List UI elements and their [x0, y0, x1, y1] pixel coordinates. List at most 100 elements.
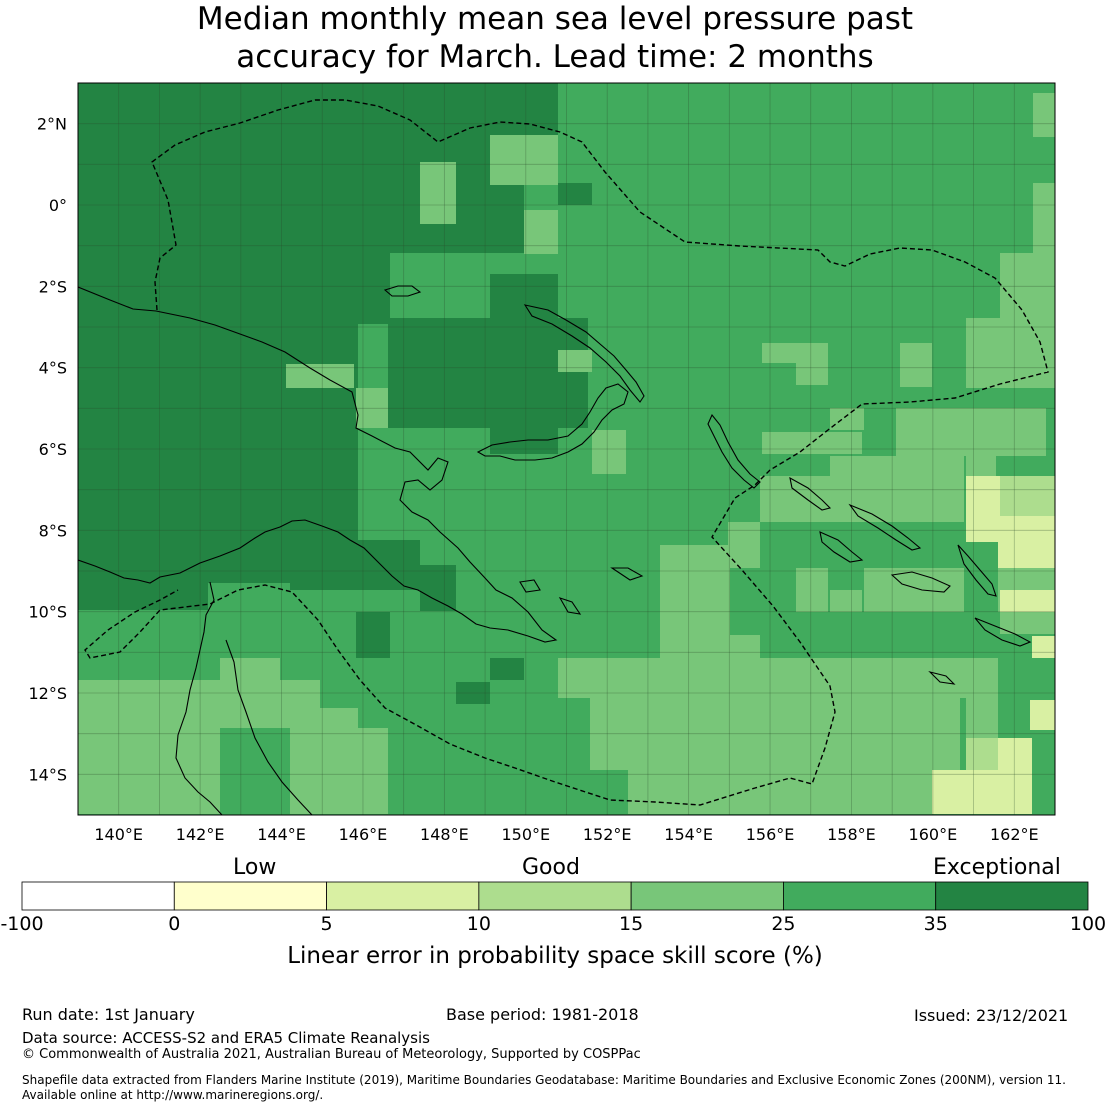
- skill-region-54: [998, 542, 1055, 568]
- coastline-new-britain: [476, 383, 629, 461]
- skill-region-18: [966, 318, 1055, 388]
- longitude-tick-label: 146°E: [339, 825, 388, 844]
- skill-region-37: [966, 698, 998, 738]
- latitude-tick-label: 6°S: [39, 440, 67, 459]
- latitude-tick-label: 14°S: [28, 765, 67, 784]
- data-source: Data source: ACCESS-S2 and ERA5 Climate …: [22, 1029, 430, 1047]
- skill-region-4: [358, 274, 388, 314]
- skill-region-25: [830, 456, 964, 522]
- colorbar-tick-label: 15: [619, 913, 644, 935]
- skill-region-31: [796, 568, 828, 612]
- skill-region-45: [356, 388, 388, 428]
- longitude-tick-label: 142°E: [176, 825, 225, 844]
- shapefile-credit-line-1: Shapefile data extracted from Flanders M…: [22, 1073, 1066, 1087]
- colorbar-tick-label: 100: [1069, 913, 1107, 935]
- longitude-tick-label: 152°E: [583, 825, 632, 844]
- skill-region-50: [592, 430, 626, 474]
- map-frame: [77, 82, 1056, 816]
- skill-region-28: [728, 522, 760, 568]
- coastline-malaita: [957, 544, 997, 597]
- eez-boundary: [84, 99, 1049, 806]
- skill-region-48: [524, 210, 558, 254]
- longitude-tick-label: 140°E: [94, 825, 143, 844]
- colorbar-tick-label: 25: [771, 913, 796, 935]
- colorbar-tick-label: 0: [168, 913, 181, 935]
- coastline-santa-isabel: [848, 503, 922, 551]
- colorbar-segment-6: [935, 881, 1089, 911]
- coastline-new-georgia: [819, 531, 864, 563]
- skill-grid-cells: [78, 83, 1055, 815]
- skill-region-19: [762, 343, 828, 363]
- skill-region-8: [456, 183, 490, 205]
- eez-png: [84, 99, 1049, 806]
- longitude-tick-label: 144°E: [257, 825, 306, 844]
- skill-region-36: [628, 770, 968, 814]
- colorbar: [21, 881, 1089, 911]
- coastline-new-guinea: [78, 286, 558, 643]
- skill-region-14: [420, 565, 456, 611]
- map-title: Median monthly mean sea level pressure p…: [0, 0, 1110, 76]
- skill-region-11: [490, 658, 524, 680]
- skill-region-61: [966, 738, 998, 770]
- latitude-tick-label: 12°S: [28, 684, 67, 703]
- skill-region-15: [1033, 93, 1055, 137]
- latitude-ticks: 2°N 0° 2°S 4°S 6°S 8°S 10°S 12°S 14°S: [28, 115, 67, 785]
- coastline-guadalcanal: [890, 571, 951, 593]
- colorbar-segment-2: [326, 881, 480, 911]
- latitude-tick-label: 8°S: [39, 521, 67, 540]
- colorbar-axis-label: Linear error in probability space skill …: [287, 943, 823, 969]
- skill-region-22: [830, 408, 864, 430]
- latitude-tick-label: 2°N: [37, 115, 67, 134]
- skill-region-16: [1033, 183, 1055, 253]
- skill-region-39: [220, 658, 280, 680]
- colorbar-segment-1: [173, 881, 327, 911]
- latitude-tick-label: 10°S: [28, 603, 67, 622]
- skill-region-35: [590, 698, 960, 770]
- coastline-louisiade: [519, 567, 644, 615]
- skill-region-38: [1000, 612, 1055, 634]
- colorbar-category-exceptional: Exceptional: [933, 855, 1061, 880]
- skill-region-44: [286, 364, 354, 388]
- shapefile-credit-line-2: Available online at http://www.marinereg…: [22, 1088, 324, 1102]
- colorbar-tick-label: 10: [466, 913, 491, 935]
- colorbar-segment-5: [783, 881, 937, 911]
- coastline-rennell: [928, 670, 956, 685]
- skill-region-17: [1000, 253, 1055, 323]
- skill-region-41: [78, 680, 220, 814]
- latitude-tick-label: 2°S: [39, 277, 67, 296]
- longitude-ticks: 140°E 142°E 144°E 146°E 148°E 150°E 152°E 154°E…: [94, 825, 1038, 844]
- skill-region-9: [558, 183, 592, 205]
- latitude-tick-label: 4°S: [39, 359, 67, 378]
- coastline-cape-york: [175, 581, 223, 815]
- skill-region-46: [420, 162, 456, 224]
- skill-region-52: [830, 590, 862, 612]
- skill-region-51: [696, 680, 728, 724]
- coastline-bougainville: [707, 413, 761, 489]
- skill-region-49: [558, 350, 592, 372]
- latitude-tick-label: 0°: [49, 196, 67, 215]
- skill-region-32: [864, 568, 964, 612]
- issued-date: Issued: 23/12/2021: [914, 1006, 1069, 1025]
- colorbar-segment-0: [21, 881, 175, 911]
- coastline-manus: [383, 285, 422, 297]
- copyright: © Commonwealth of Australia 2021, Austra…: [22, 1047, 641, 1062]
- longitude-tick-label: 150°E: [501, 825, 550, 844]
- skill-region-58: [932, 770, 966, 814]
- coastline-choiseul: [789, 476, 832, 511]
- skill-region-43: [290, 728, 388, 814]
- longitude-tick-label: 160°E: [909, 825, 958, 844]
- colorbar-category-good: Good: [522, 855, 580, 880]
- colorbar-category-low: Low: [233, 855, 277, 880]
- longitude-tick-label: 158°E: [827, 825, 876, 844]
- skill-region-3: [78, 228, 390, 324]
- base-period: Base period: 1981-2018: [446, 1005, 639, 1024]
- skill-region-42: [78, 708, 358, 728]
- coastlines: [78, 285, 1032, 815]
- skill-region-29: [660, 545, 730, 635]
- skill-region-12: [356, 612, 390, 658]
- colorbar-tick-label: -100: [0, 913, 44, 935]
- skill-region-21: [796, 363, 828, 385]
- longitude-tick-label: 148°E: [420, 825, 469, 844]
- skill-region-1: [78, 83, 558, 143]
- colorbar-tick-label: 5: [320, 913, 333, 935]
